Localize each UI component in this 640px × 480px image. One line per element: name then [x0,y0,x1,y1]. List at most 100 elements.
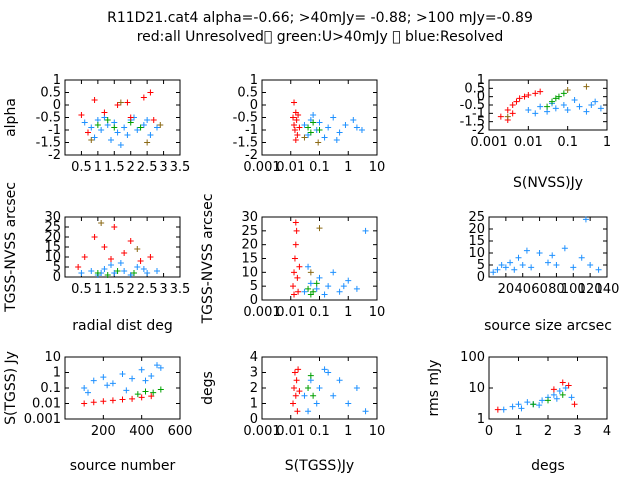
data-point [291,99,298,106]
data-point [144,270,151,276]
y-tick-label: 25 [468,210,485,225]
data-point [536,250,543,256]
data-point [532,110,539,117]
data-point [532,90,539,97]
data-point [296,124,303,131]
data-point [345,400,352,407]
series-red [290,219,303,298]
data-point [119,371,126,378]
y-tick-label: 25 [241,224,258,239]
data-point [140,266,147,272]
x-tick-label: 0.1 [309,424,330,439]
data-point [316,274,323,281]
data-point [550,386,557,393]
series-olive [88,99,164,146]
x-tick-label: 0.1 [309,160,330,175]
data-point [301,288,308,295]
x-tick-label: 1 [94,282,102,297]
data-point [316,127,323,133]
data-point [560,102,567,108]
y-tick-label: -2 [472,123,485,138]
y-tick-label: 0.5 [40,86,61,101]
data-point [117,260,124,266]
series-blue [500,385,575,413]
data-point [592,98,599,105]
data-point [500,406,507,413]
data-point [124,99,131,106]
data-point [550,391,557,398]
y-tick-label: 0 [250,293,258,308]
data-point [117,142,124,148]
x-tick-label: 1 [344,424,352,439]
data-point [101,109,108,116]
data-point [81,119,88,126]
data-point [150,117,157,123]
figure-title-line2: red:all Unresolved  green:U>40mJy   blue… [137,29,504,45]
x-tick-label: 0.1 [309,305,330,320]
data-point [519,262,526,268]
x-tick-label: 0.01 [276,424,305,439]
data-point [307,291,314,298]
data-point [301,122,308,128]
data-point [362,227,369,234]
data-point [310,112,317,118]
series-olive [307,225,323,276]
plot-frame [261,79,378,156]
series-blue [525,97,604,117]
series-red [290,366,303,415]
y-tick-label: 0.5 [464,81,485,96]
y-tick-label: -2 [48,148,61,163]
y-tick-label: 0 [250,98,258,113]
y-tick-label: 3 [250,366,258,381]
data-point [316,225,323,232]
data-point [293,227,300,234]
data-point [104,117,111,123]
y-tick-label: 1 [250,73,258,88]
series-green [305,372,317,399]
x-tick-label: 0.01 [276,305,305,320]
x-tick-label: 80 [548,282,565,297]
x-tick-label: 20 [498,282,515,297]
data-point [528,264,535,271]
data-point [321,291,328,298]
data-point [94,270,101,276]
series-red [78,89,157,136]
data-point [293,117,300,123]
y-tick-label: -1.5 [460,115,485,130]
y-tick-label: 100 [460,350,485,365]
data-point [504,107,511,113]
y-tick-label: 4 [250,350,258,365]
series-blue [81,362,164,396]
x-tick-label: 1.5 [104,160,125,175]
data-point [310,119,317,126]
data-point [552,105,559,112]
y-tick-label: 20 [241,238,258,253]
data-point [101,244,108,250]
data-point [553,262,560,268]
data-point [137,258,144,264]
series-green [530,391,566,408]
data-point [121,124,128,131]
x-axis-label: source size arcsec [484,318,612,334]
x-tick-label: 2.5 [137,282,158,297]
x-tick-label: 0.5 [71,160,92,175]
y-tick-label: 0.01 [32,397,61,412]
data-point [104,382,111,389]
y-tick-label: 0.5 [237,86,258,101]
series-blue [301,366,369,415]
data-point [336,377,343,384]
x-tick-label: 0.001 [243,424,280,439]
x-tick-label: 1 [603,135,611,150]
x-tick-label: 0.001 [470,135,507,150]
x-tick-label: 0.001 [243,305,280,320]
y-axis-label: TGSS-NVSS arcsec [200,194,216,325]
x-tick-label: 1 [344,160,352,175]
data-point [90,377,97,384]
x-tick-label: 1 [344,305,352,320]
data-point [521,93,528,100]
x-tick-label: 3 [573,424,581,439]
data-point [494,266,501,273]
data-point [291,385,298,391]
series-blue [78,260,160,278]
series-red [494,379,578,413]
